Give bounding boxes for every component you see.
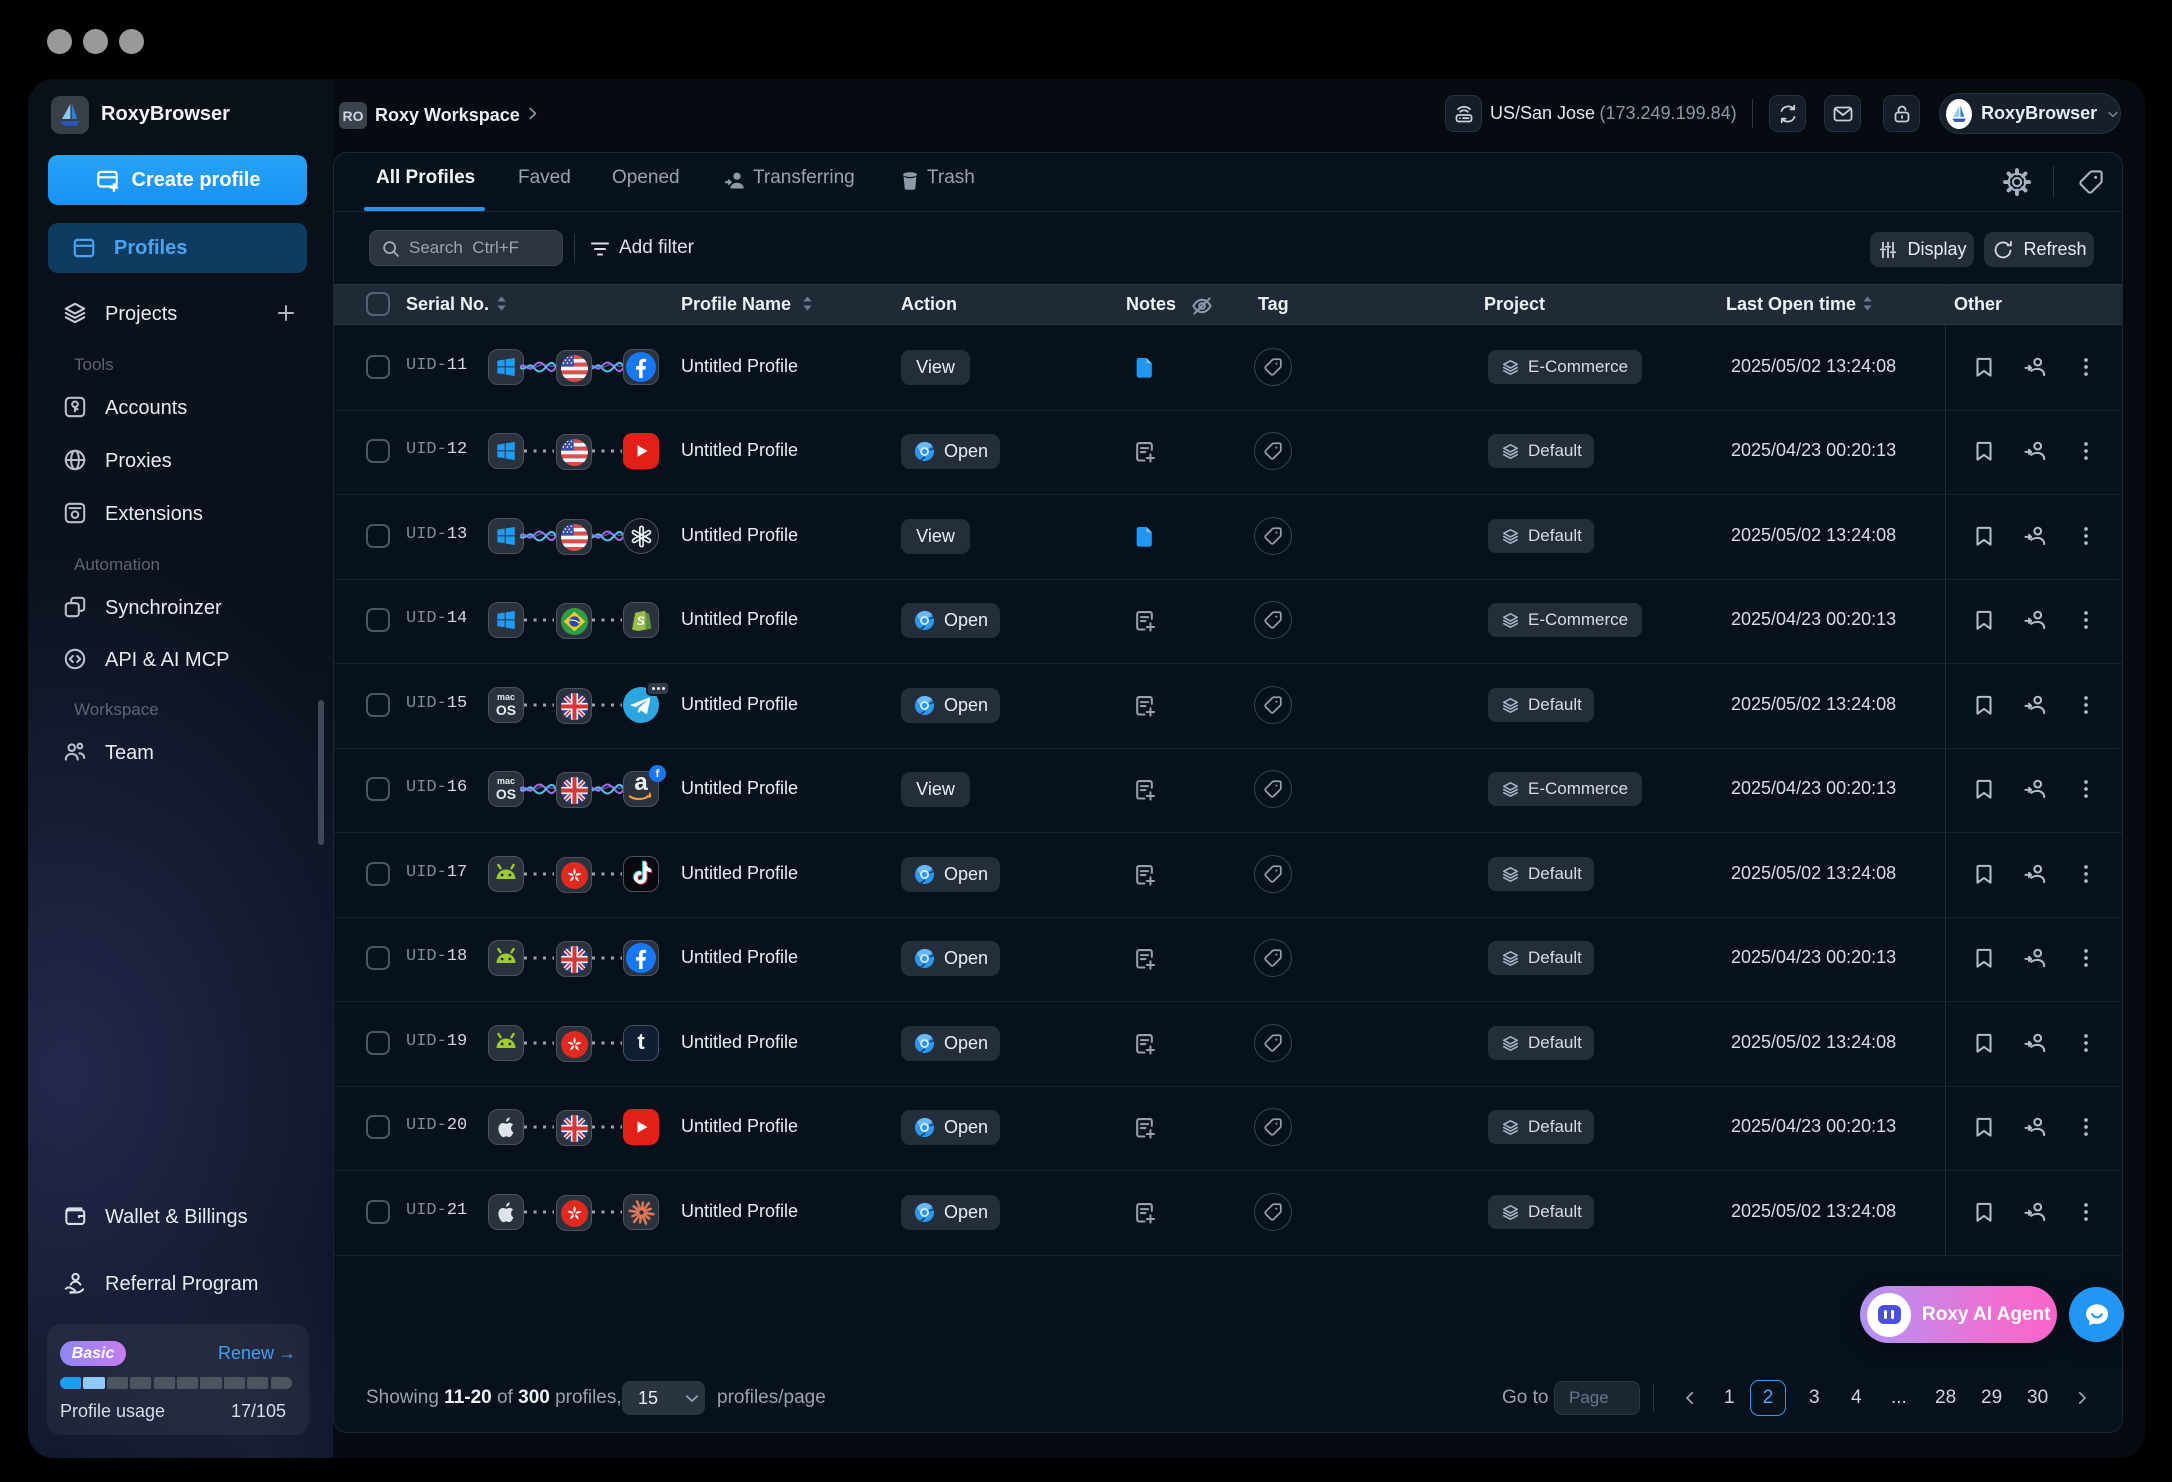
svg-text:S: S [637, 614, 646, 628]
